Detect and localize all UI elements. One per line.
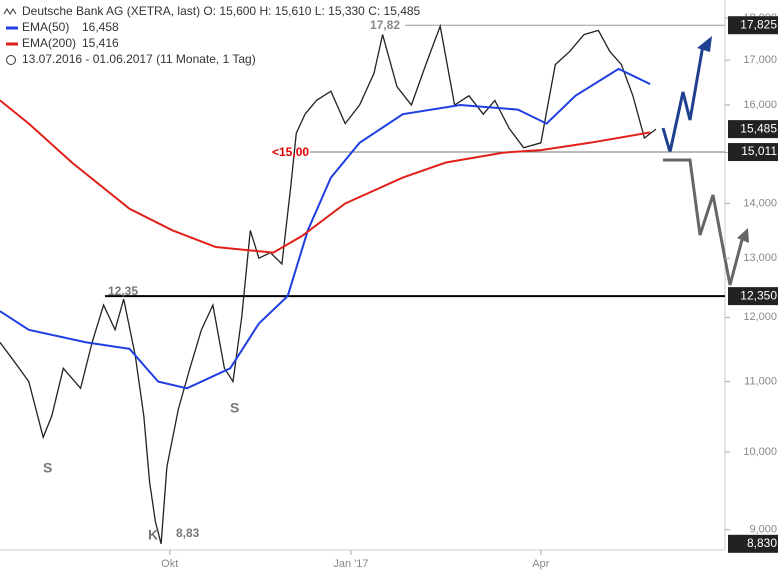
y-tick-label: 13,000 bbox=[743, 252, 777, 264]
annotation: S bbox=[230, 400, 239, 416]
series-line bbox=[0, 67, 651, 390]
clock-icon bbox=[6, 55, 16, 65]
level-label: 17,825 bbox=[740, 17, 777, 31]
y-tick-label: 10,000 bbox=[743, 446, 777, 458]
y-tick-label: 9,000 bbox=[749, 524, 777, 536]
series-line bbox=[0, 99, 651, 254]
level-label: 15,011 bbox=[741, 144, 777, 158]
forecast-arrow bbox=[661, 44, 705, 153]
legend-name: EMA(200) bbox=[22, 36, 76, 50]
x-tick-label: Okt bbox=[161, 558, 178, 570]
series-line bbox=[0, 23, 657, 544]
y-tick-label: 17,000 bbox=[743, 54, 777, 66]
annotation: K bbox=[148, 527, 158, 543]
arrowhead bbox=[737, 228, 749, 243]
y-tick-label: 12,000 bbox=[743, 311, 777, 323]
annotation: 17,82 bbox=[370, 18, 400, 32]
y-tick-label: 14,000 bbox=[743, 197, 777, 209]
level-box bbox=[728, 534, 778, 553]
level-label: 12,350 bbox=[740, 288, 777, 302]
annotation: 12,35 bbox=[108, 284, 138, 298]
level-box bbox=[728, 143, 778, 162]
level-label: 15,485 bbox=[740, 121, 777, 135]
legend-name: EMA(50) bbox=[22, 20, 69, 34]
arrowhead bbox=[697, 36, 712, 52]
level-box bbox=[728, 287, 778, 306]
forecast-arrow bbox=[663, 158, 745, 286]
annotation: S bbox=[43, 460, 52, 476]
legend-value: 16,458 bbox=[82, 20, 119, 34]
x-tick-label: Apr bbox=[532, 558, 549, 570]
chart-title: Deutsche Bank AG (XETRA, last) O: 15,600… bbox=[22, 4, 421, 18]
level-label: 8,830 bbox=[747, 536, 777, 550]
chart-subtitle: 13.07.2016 - 01.06.2017 (11 Monate, 1 Ta… bbox=[22, 52, 256, 66]
annotation: <15,00 bbox=[272, 145, 309, 159]
y-tick-label: 16,000 bbox=[743, 99, 777, 111]
y-tick-label: 11,000 bbox=[744, 375, 777, 387]
chart-icon bbox=[3, 8, 17, 15]
x-tick-label: Jan '17 bbox=[333, 558, 368, 570]
annotation: 8,83 bbox=[176, 526, 200, 540]
level-box bbox=[728, 16, 778, 35]
legend-value: 15,416 bbox=[82, 36, 119, 50]
level-box bbox=[728, 120, 778, 139]
